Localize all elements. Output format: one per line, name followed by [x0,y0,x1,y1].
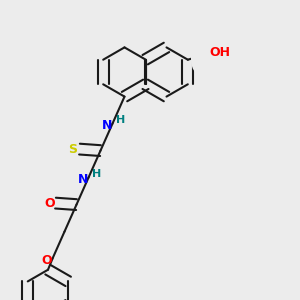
Text: N: N [78,172,88,186]
Text: O: O [42,254,52,267]
Text: O: O [45,196,56,210]
Text: H: H [92,169,101,179]
Text: N: N [102,118,112,132]
Text: H: H [116,115,125,125]
Text: S: S [68,142,77,156]
Text: OH: OH [210,46,231,59]
